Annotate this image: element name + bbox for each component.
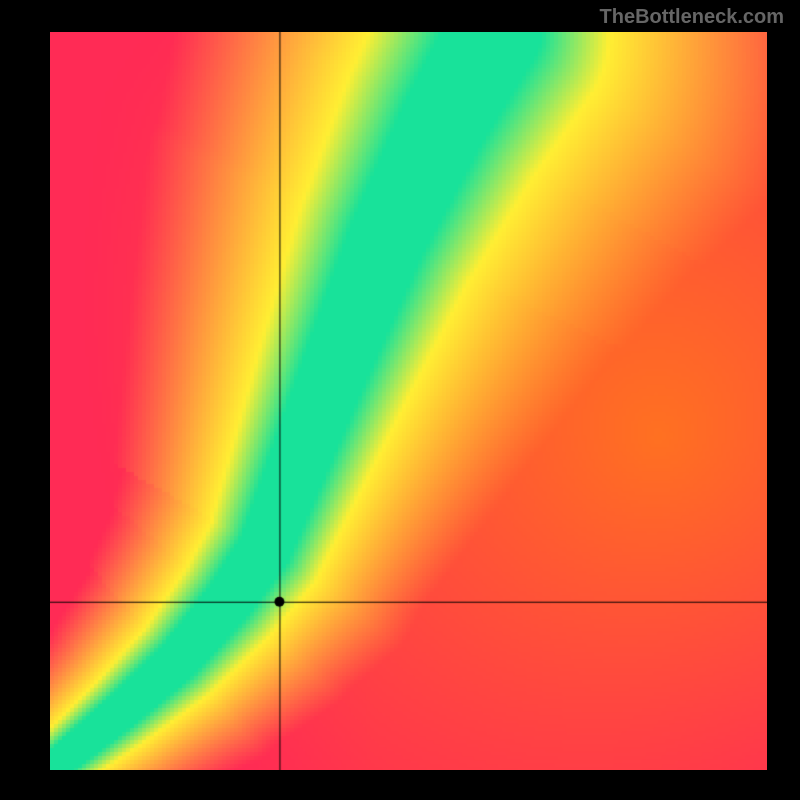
watermark-text: TheBottleneck.com — [600, 6, 784, 29]
bottleneck-heatmap — [50, 32, 767, 770]
